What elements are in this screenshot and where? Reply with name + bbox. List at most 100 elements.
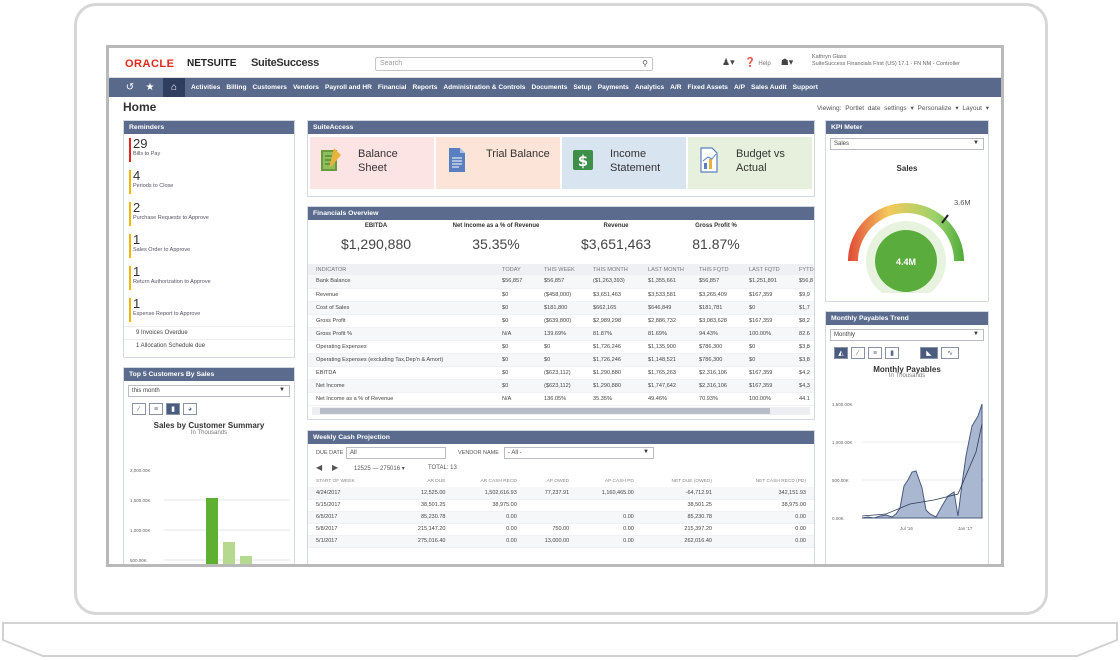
horizontal-scrollbar[interactable] [312,406,810,415]
column-header[interactable]: FYTD [791,264,814,275]
reminder-invoices-overdue[interactable]: 9 Invoices Overdue [124,326,294,339]
help-link[interactable]: Help [758,61,771,67]
cell[interactable]: Operating Expenses (excluding Tax,Dep'n … [308,353,494,367]
column-header[interactable]: AR CASH RECD [480,479,517,484]
table-row[interactable]: 5/1/2017 275,016.40 0.00 13,000.00 0.00 262,0… [308,535,814,548]
payables-trend-title[interactable]: Monthly Payables Trend [826,312,988,325]
personalize-dropdown[interactable]: Personalize [917,105,952,112]
area-view-icon[interactable]: ◣ [920,347,938,359]
column-header[interactable]: AR DUE [427,479,446,484]
column-header[interactable]: THIS WEEK [536,264,585,275]
column-header[interactable]: LAST FQTD [741,264,791,275]
column-header[interactable]: NET DUE (OWED) [671,479,712,484]
reminders-title[interactable]: Reminders [124,121,294,134]
table-row[interactable]: 5/8/2017 215,147.20 0.00 750.00 0.00 215,397.… [308,523,814,536]
next-page-icon[interactable]: ▶ [332,463,339,472]
nav-fixed-assets[interactable]: Fixed Assets [687,84,728,91]
bar-chart-icon[interactable]: ▮ [166,403,180,415]
column-header[interactable]: INDICATOR [308,264,494,275]
reminder-item[interactable]: 29 Bills to Pay [124,134,294,166]
cell[interactable]: Gross Profit % [308,327,494,341]
reminder-item[interactable]: 4 Periods to Close [124,166,294,198]
column-header[interactable]: TODAY [494,264,536,275]
column-header[interactable]: THIS MONTH [585,264,640,275]
cash-projection-title[interactable]: Weekly Cash Projection [308,431,814,444]
scrollbar-thumb[interactable] [320,407,770,414]
reminder-item[interactable]: 1 Expense Report to Approve [124,294,294,326]
table-row[interactable]: Operating Expenses $0 $0 $1,726,246 $1,135,9… [308,340,814,354]
reminder-item[interactable]: 1 Return Authorization to Approve [124,262,294,294]
netsuite-logo[interactable]: NETSUITE [187,58,237,69]
suiteaccess-title[interactable]: SuiteAccess [308,121,814,134]
table-row[interactable]: Gross Profit % N/A 139.69% 81.87% 81.69% 94.4… [308,327,814,341]
payables-area-series[interactable] [861,403,983,519]
nav-vendors[interactable]: Vendors [292,84,319,91]
viewing-dropdown[interactable]: Viewing: Portlet date settings [816,105,907,112]
budget-vs-actual-tile[interactable]: Budget vs Actual [688,137,812,189]
column-header[interactable]: NET CASH RECD (PD) [755,479,806,484]
user-avatar-icon[interactable]: ☗▾ [780,57,794,67]
column-header[interactable]: THIS FQTD [691,264,741,275]
oracle-logo[interactable]: ORACLE [125,58,175,70]
recent-icon[interactable]: ↺ [125,82,135,93]
table-row[interactable]: 4/24/2017 12,525.00 1,502,616.93 77,237.91 1… [308,487,814,500]
cell[interactable]: Gross Profit [308,314,494,328]
table-row[interactable]: 6/5/2017 85,230.78 0.00 0.00 85,230.78 0.00 [308,511,814,524]
income-statement-tile[interactable]: $ Income Statement [562,137,686,189]
nav-billing[interactable]: Billing [226,84,247,91]
table-row[interactable]: Revenue $0 ($458,000) $3,651,463 $3,533,581 $… [308,288,814,302]
global-search-input[interactable]: Search ⚲ [375,57,653,71]
cell[interactable]: 6/5/2017 [308,511,397,524]
layout-dropdown[interactable]: Layout [962,105,982,112]
balance-sheet-tile[interactable]: Balance Sheet [310,137,434,189]
due-date-select[interactable]: All [346,447,446,459]
trial-balance-tile[interactable]: Trial Balance [436,137,560,189]
financials-title[interactable]: Financials Overview [308,207,814,220]
vendor-name-select[interactable]: - All - ▼ [504,447,654,459]
pie-chart-icon[interactable]: ◕ [183,403,197,415]
column-header[interactable]: START OF WEEK [316,479,355,484]
table-row[interactable]: EBITDA $0 ($623,112) $1,290,880 $1,765,263 $2… [308,366,814,380]
nav-analytics[interactable]: Analytics [634,84,665,91]
cell[interactable]: Cost of Sales [308,301,494,315]
line-chart-icon[interactable]: ⁄ [132,403,146,415]
home-tab-icon[interactable]: ⌂ [163,78,185,97]
table-row[interactable]: 5/15/2017 38,501.25 38,975.00 38,501.25 38,9… [308,499,814,512]
favorites-star-icon[interactable]: ★ [145,82,155,93]
nav-payroll-hr[interactable]: Payroll and HR [324,84,372,91]
search-icon[interactable]: ⚲ [642,59,648,68]
cell[interactable]: 5/15/2017 [308,499,397,512]
customer-bar[interactable] [240,556,252,567]
area-chart-icon[interactable]: ◭ [834,347,848,359]
table-row[interactable]: Bank Balance $56,857 $56,857 ($1,263,393) $1… [308,275,814,289]
nav-support[interactable]: Support [792,84,818,91]
nav-sales-audit[interactable]: Sales Audit [750,84,787,91]
customer-bar[interactable] [206,498,218,567]
range-select[interactable]: 12525 — 275016 ▾ [354,466,405,472]
hbar-chart-icon[interactable]: ≡ [868,347,882,359]
nav-payments[interactable]: Payments [597,84,629,91]
nav-setup[interactable]: Setup [573,84,592,91]
table-row[interactable]: Gross Profit $0 ($639,800) $2,989,298 $2,886… [308,314,814,328]
kpi-metric-select[interactable]: Sales ▼ [830,138,984,150]
table-row[interactable]: Operating Expenses (excluding Tax,Dep'n … [308,353,814,367]
hbar-chart-icon[interactable]: ≡ [149,403,163,415]
customer-bar[interactable] [223,542,235,567]
recent-records-icon[interactable]: ♟▾ [722,57,735,67]
nav-financial[interactable]: Financial [377,84,407,91]
cell[interactable]: Bank Balance [308,275,494,289]
reminder-item[interactable]: 1 Sales Order to Approve [124,230,294,262]
reminder-item[interactable]: 2 Purchase Requests to Approve [124,198,294,230]
kpi-meter-title[interactable]: KPI Meter [826,121,988,134]
cell[interactable]: Net Income as a % of Revenue [308,392,494,406]
reminder-allocation-due[interactable]: 1 Allocation Schedule due [124,339,294,352]
customers-period-select[interactable]: this month ▼ [128,385,290,397]
cell[interactable]: Revenue [308,288,494,302]
table-row[interactable]: Cost of Sales $0 $181,800 $662,165 $646,849 $… [308,301,814,315]
payables-period-select[interactable]: Monthly ▼ [830,329,984,341]
line-chart-icon[interactable]: ⁄ [851,347,865,359]
previous-page-icon[interactable]: ◀ [316,463,323,472]
bar-chart-icon[interactable]: ▮ [885,347,899,359]
line-view-icon[interactable]: ∿ [941,347,959,359]
nav-customers[interactable]: Customers [252,84,287,91]
